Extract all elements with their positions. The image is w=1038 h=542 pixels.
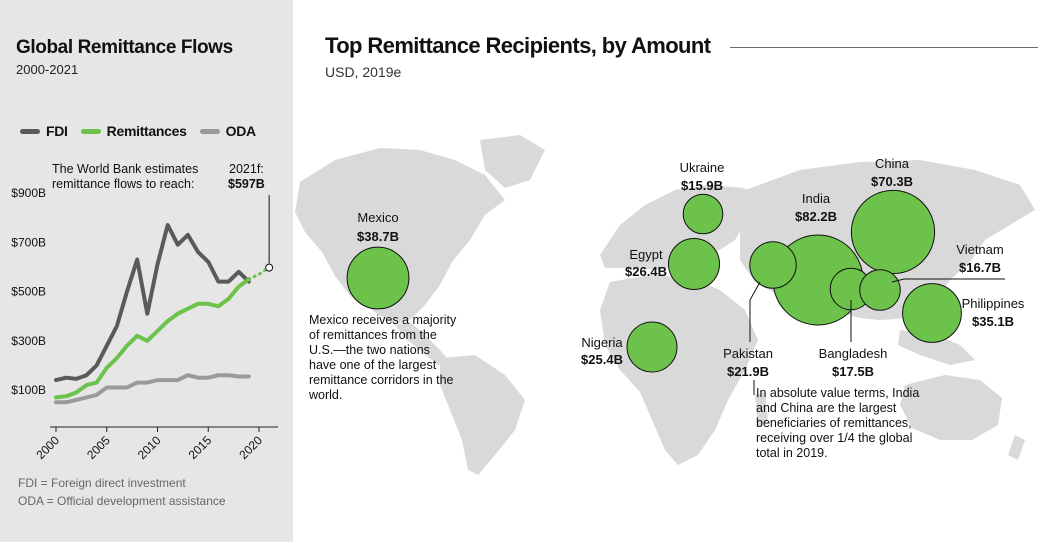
legend-item-remittances: Remittances xyxy=(80,123,187,139)
x-axis-ticks: 2000 2005 2010 2015 2020 xyxy=(33,427,265,462)
series-line-remittances xyxy=(54,277,251,400)
legend-label-oda: ODA xyxy=(225,123,257,139)
y-tick-label: $900B xyxy=(11,186,46,200)
line-chart: $100B$300B$500B$700B$900B 2000 2005 2010 20… xyxy=(11,186,278,462)
left-panel xyxy=(0,0,293,542)
legend-item-fdi: FDI xyxy=(20,123,68,139)
series-line-fdi xyxy=(54,223,251,383)
map-south-america xyxy=(440,355,525,475)
map-new-zealand xyxy=(1008,435,1025,460)
x-tick-label: 2020 xyxy=(236,433,265,462)
bubble-label-nigeria: Nigeria xyxy=(581,335,623,350)
bubble-layer xyxy=(346,189,962,373)
leader-lines xyxy=(749,278,1005,395)
definitions: FDI = Foreign direct investment ODA = Of… xyxy=(18,474,226,510)
main-subtitle: USD, 2019e xyxy=(325,64,402,80)
forecast-point xyxy=(265,263,274,272)
y-tick-label: $100B xyxy=(11,383,46,397)
bubble-value-vietnam: $16.7B xyxy=(959,260,1001,275)
bubble-value-egypt: $26.4B xyxy=(625,264,667,279)
legend-item-oda: ODA xyxy=(199,123,257,139)
map-central-america xyxy=(395,322,450,365)
left-panel-title: Global Remittance Flows xyxy=(16,37,233,58)
bubble-label-philippines: Philippines xyxy=(962,296,1025,311)
legend-swatch-oda xyxy=(199,128,220,134)
map-greenland xyxy=(480,135,545,188)
mexico-annotation: Mexico receives a majority of remittance… xyxy=(309,313,457,402)
y-tick-label: $300B xyxy=(11,334,46,348)
bubble-value-pakistan: $21.9B xyxy=(727,364,769,379)
bubble-label-vietnam: Vietnam xyxy=(956,242,1003,257)
leader-line-vietnam xyxy=(891,278,1005,283)
bubble-pakistan xyxy=(749,241,797,289)
world-bank-note: The World Bank estimates remittance flow… xyxy=(52,162,199,191)
bubble-value-bangladesh: $17.5B xyxy=(832,364,874,379)
bubble-label-egypt: Egypt xyxy=(629,247,663,262)
india-china-annotation: In absolute value terms, India and China… xyxy=(756,386,920,460)
bubble-value-ukraine: $15.9B xyxy=(681,178,723,193)
forecast-value: $597B xyxy=(228,177,265,191)
bubble-label-india: India xyxy=(802,191,831,206)
line-series xyxy=(54,223,271,405)
map-australia xyxy=(900,375,1002,440)
x-tick-label: 2015 xyxy=(186,433,215,462)
forecast-marker xyxy=(265,195,274,272)
definition-fdi: FDI = Foreign direct investment xyxy=(18,476,186,490)
title-rule xyxy=(730,47,1038,48)
bubble-label-bangladesh: Bangladesh xyxy=(819,346,888,361)
bubble-value-philippines: $35.1B xyxy=(972,314,1014,329)
map-africa xyxy=(600,275,758,465)
left-panel-subtitle: 2000-2021 xyxy=(16,62,79,77)
legend-swatch-remittances xyxy=(80,128,101,134)
y-tick-label: $700B xyxy=(11,235,46,249)
bubble-ukraine xyxy=(682,193,724,235)
y-axis-ticks: $100B $300B $500B $700B $900B xyxy=(11,186,46,397)
bubble-value-nigeria: $25.4B xyxy=(581,352,623,367)
bubble-value-mexico: $38.7B xyxy=(357,229,399,244)
bubble-label-ukraine: Ukraine xyxy=(680,160,725,175)
bubble-nigeria xyxy=(626,321,678,373)
bubble-label-china: China xyxy=(875,156,910,171)
bubble-value-china: $70.3B xyxy=(871,174,913,189)
bubble-egypt xyxy=(668,238,720,290)
bubble-mexico xyxy=(346,246,410,310)
leader-line-pakistan xyxy=(749,281,761,342)
definition-oda: ODA = Official development assistance xyxy=(18,494,226,508)
bubble-label-pakistan: Pakistan xyxy=(723,346,773,361)
bubble-vietnam xyxy=(859,269,901,311)
y-tick-label: $500B xyxy=(11,285,46,299)
bubble-value-india: $82.2B xyxy=(795,209,837,224)
forecast-year: 2021f: xyxy=(229,162,264,176)
series-line-oda xyxy=(54,373,251,405)
x-tick-label: 2000 xyxy=(33,433,62,462)
x-tick-label: 2010 xyxy=(135,433,164,462)
bubble-labels: Mexico $38.7B Ukraine $15.9B Egypt $26.4B Nige… xyxy=(357,156,1025,379)
map-madagascar xyxy=(755,392,768,428)
legend-swatch-fdi xyxy=(20,128,40,134)
main-title: Top Remittance Recipients, by Amount xyxy=(325,33,711,58)
chart-legend: FDI Remittances ODA xyxy=(20,122,269,140)
bubble-philippines xyxy=(902,283,962,343)
legend-label-fdi: FDI xyxy=(46,123,68,139)
forecast-note: 2021f: $597B xyxy=(228,162,265,192)
bubble-label-mexico: Mexico xyxy=(357,210,398,225)
legend-label-remittances: Remittances xyxy=(106,123,187,139)
series-line-remittances-forecast xyxy=(247,266,271,281)
x-tick-label: 2005 xyxy=(84,433,113,462)
bubble-china xyxy=(850,189,936,275)
